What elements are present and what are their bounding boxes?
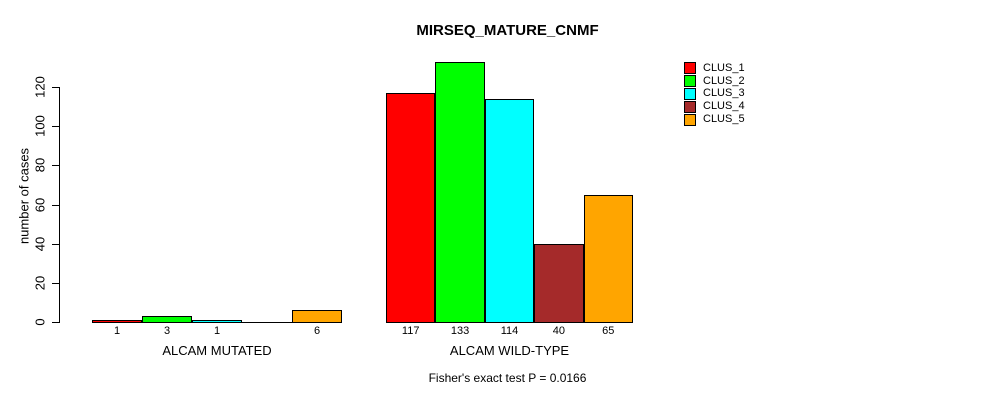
annotation-fisher-test: Fisher's exact test P = 0.0166 — [428, 371, 587, 385]
legend-item-clus_3: CLUS_3 — [684, 87, 745, 101]
legend-swatch-clus_1 — [684, 62, 696, 75]
legend-label: CLUS_3 — [703, 87, 745, 100]
bar-value-label: 3 — [163, 325, 171, 337]
y-axis-tick — [52, 322, 59, 323]
bar-clus_2-group1 — [142, 316, 192, 322]
y-tick-label: 0 — [32, 318, 48, 326]
y-tick-label: 20 — [32, 275, 48, 291]
legend-swatch-clus_2 — [684, 75, 696, 88]
legend-swatch-clus_3 — [684, 87, 696, 100]
bar-clus_2-group2 — [435, 61, 485, 322]
y-tick-label: 80 — [32, 158, 48, 173]
x-axis-group-label: ALCAM MUTATED — [162, 343, 272, 358]
y-axis-tick — [52, 204, 59, 206]
bar-clus_1-group1 — [92, 320, 142, 322]
legend-swatch-clus_5 — [684, 113, 696, 126]
bar-clus_1-group2 — [386, 92, 436, 322]
legend-swatch-clus_4 — [684, 100, 696, 113]
x-axis-baseline — [386, 322, 633, 323]
bar-clus_5-group2 — [583, 194, 633, 322]
bar-value-label: 117 — [401, 325, 420, 337]
y-tick-label: 60 — [32, 197, 48, 212]
y-axis-tick — [52, 165, 59, 167]
y-axis-label: number of cases — [16, 147, 32, 245]
legend-item-clus_4: CLUS_4 — [684, 100, 745, 113]
bar-clus_3-group1 — [192, 320, 242, 322]
bar-clus_5-group1 — [292, 310, 342, 322]
y-axis-tick — [52, 282, 59, 284]
y-tick-label: 120 — [32, 76, 48, 98]
bar-clus_3-group2 — [484, 98, 535, 322]
bar-value-label: 65 — [602, 325, 615, 337]
bar-value-label: 6 — [313, 325, 321, 337]
y-axis-tick — [52, 243, 59, 245]
chart-title: MIRSEQ_MATURE_CNMF — [416, 22, 599, 39]
y-axis-tick — [52, 126, 59, 128]
x-axis-group-label: ALCAM WILD-TYPE — [449, 343, 570, 358]
legend-item-clus_5: CLUS_5 — [684, 113, 745, 126]
y-axis-tick — [52, 87, 59, 88]
bar-clus_4-group2 — [534, 243, 584, 322]
legend-item-clus_2: CLUS_2 — [684, 75, 745, 88]
legend-label: CLUS_5 — [703, 113, 745, 126]
legend-label: CLUS_2 — [703, 74, 745, 87]
legend-label: CLUS_1 — [703, 61, 745, 74]
legend: CLUS_1 CLUS_2 CLUS_3 CLUS_4 CLUS_5 — [684, 62, 745, 126]
bar-value-label: 1 — [213, 325, 221, 337]
bar-value-label: 133 — [450, 325, 470, 337]
bar-value-label: 40 — [552, 325, 565, 337]
bar-value-label: 1 — [113, 325, 121, 337]
legend-item-clus_1: CLUS_1 — [684, 62, 745, 75]
x-axis-baseline — [92, 322, 342, 323]
legend-label: CLUS_4 — [703, 100, 745, 113]
y-axis-line — [59, 87, 60, 323]
y-tick-label: 100 — [32, 115, 48, 138]
bar-value-label: 114 — [500, 325, 519, 337]
y-tick-label: 40 — [32, 236, 48, 251]
